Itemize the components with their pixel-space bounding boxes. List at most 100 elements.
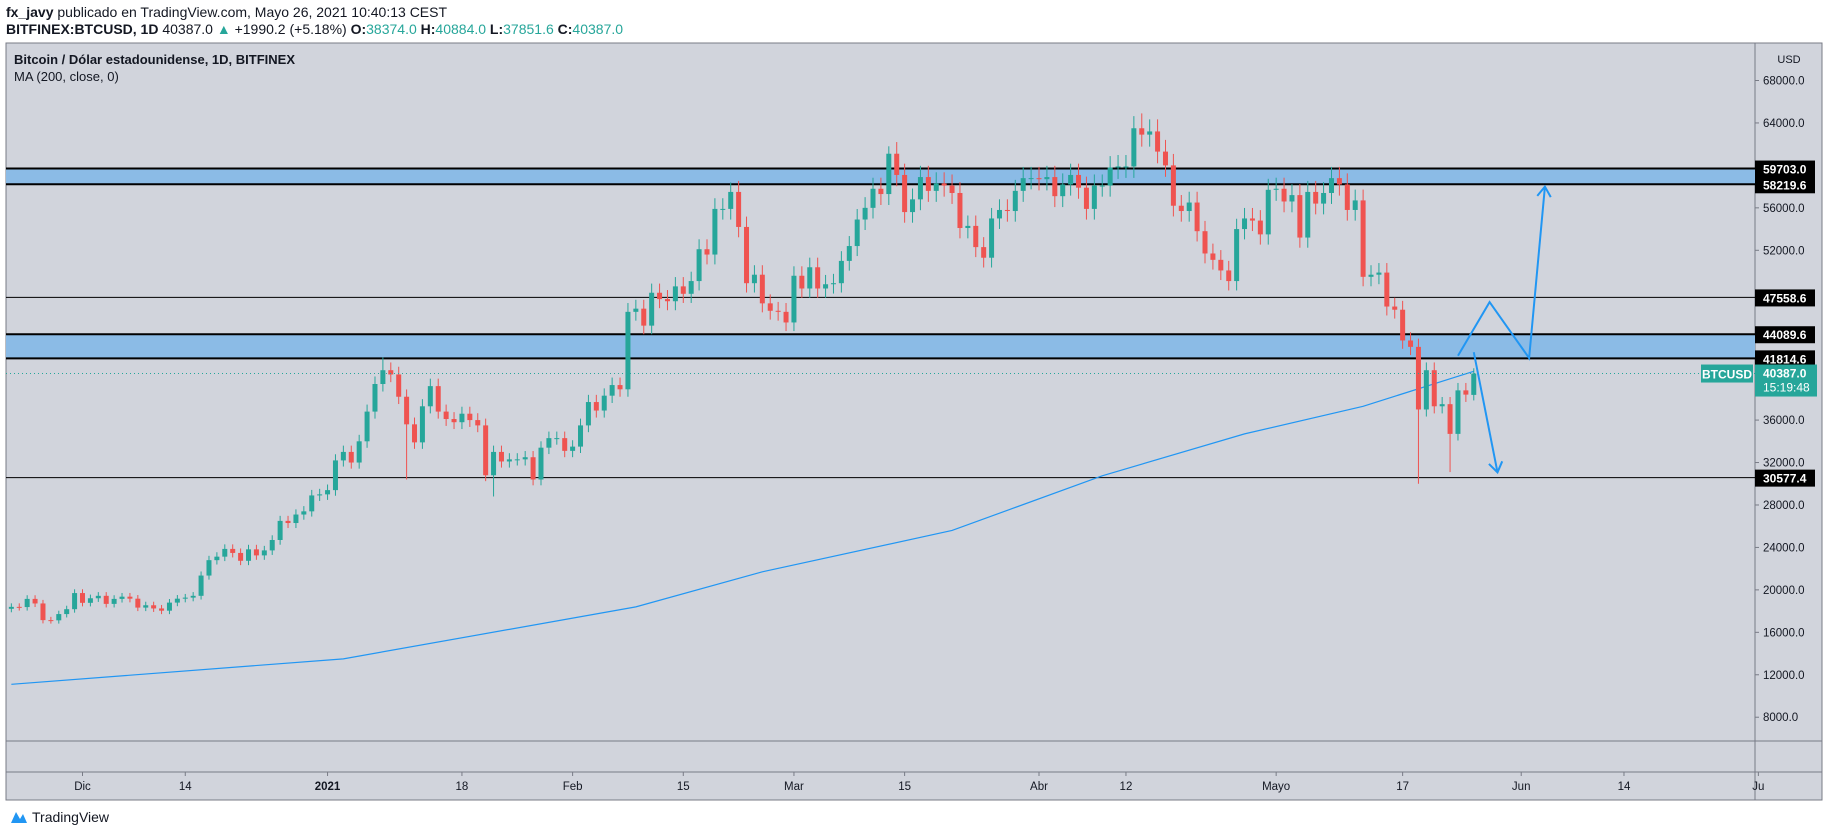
candle-body bbox=[1115, 166, 1121, 168]
candle bbox=[412, 417, 418, 449]
candle bbox=[443, 404, 449, 426]
y-tick-label: 56000.0 bbox=[1763, 203, 1805, 215]
candle-body bbox=[174, 598, 180, 603]
candle-body bbox=[704, 249, 710, 255]
y-tick-label: 64000.0 bbox=[1763, 118, 1805, 130]
candle bbox=[127, 592, 133, 603]
candle bbox=[261, 545, 267, 560]
candle bbox=[1020, 166, 1026, 202]
candle bbox=[8, 603, 14, 613]
candle-body bbox=[1463, 390, 1469, 395]
candle-body bbox=[1162, 151, 1168, 166]
candle bbox=[1360, 189, 1366, 287]
candle-body bbox=[570, 446, 576, 451]
zone-top-label: 59703.0 bbox=[1763, 163, 1807, 177]
candle-body bbox=[981, 247, 987, 258]
candle bbox=[1028, 166, 1034, 190]
candle bbox=[459, 406, 465, 430]
candle-body bbox=[396, 374, 402, 397]
x-tick-label: 2021 bbox=[315, 781, 341, 793]
candle bbox=[823, 274, 829, 298]
candle-body bbox=[198, 575, 204, 596]
candle-body bbox=[1020, 178, 1026, 191]
candle bbox=[340, 445, 346, 467]
candle-body bbox=[917, 177, 923, 200]
candle bbox=[467, 406, 473, 427]
last-price: 40387.0 bbox=[162, 21, 213, 37]
candle bbox=[625, 303, 631, 397]
candle-body bbox=[238, 552, 244, 561]
candle bbox=[641, 299, 647, 335]
candle-body bbox=[467, 413, 473, 421]
candle bbox=[238, 548, 244, 566]
arrowhead-icon bbox=[1536, 184, 1552, 198]
candle bbox=[1447, 397, 1453, 473]
current-price-box bbox=[1755, 364, 1817, 397]
candle-body bbox=[1155, 131, 1161, 152]
candle-body bbox=[293, 514, 299, 524]
candle-body bbox=[1083, 187, 1089, 209]
candle bbox=[1265, 178, 1271, 245]
candle bbox=[838, 251, 844, 293]
candle bbox=[1194, 191, 1200, 242]
indicator-legend[interactable]: MA (200, close, 0) bbox=[14, 69, 119, 84]
candle-body bbox=[585, 402, 591, 426]
candle bbox=[791, 266, 797, 332]
author: fx_javy bbox=[6, 4, 54, 20]
candle-body bbox=[151, 605, 157, 609]
candle bbox=[1392, 297, 1398, 319]
candle bbox=[1281, 177, 1287, 213]
close-value: 40387.0 bbox=[572, 21, 624, 37]
candle bbox=[356, 434, 362, 469]
candle-body bbox=[712, 208, 718, 255]
open-label: O: bbox=[350, 21, 367, 37]
candle-body bbox=[1068, 174, 1074, 185]
candle-body bbox=[1368, 274, 1374, 277]
candle bbox=[704, 239, 710, 265]
candle-body bbox=[1265, 189, 1271, 235]
candle-body bbox=[40, 603, 46, 621]
candle-body bbox=[317, 494, 323, 496]
candle-body bbox=[657, 292, 663, 300]
candle-body bbox=[1242, 218, 1248, 230]
candle-body bbox=[1447, 404, 1453, 434]
current-price-label: 40387.0 bbox=[1763, 367, 1807, 381]
candle-body bbox=[127, 596, 133, 599]
candle-body bbox=[957, 192, 963, 229]
candle-body bbox=[846, 246, 852, 261]
candle-body bbox=[1321, 192, 1327, 204]
candle-body bbox=[1139, 128, 1145, 135]
level-label: 30577.4 bbox=[1763, 472, 1807, 486]
candle bbox=[1234, 218, 1240, 291]
candle-body bbox=[807, 267, 813, 289]
candle-body bbox=[1431, 370, 1437, 407]
candle bbox=[585, 394, 591, 433]
candle-body bbox=[625, 311, 631, 390]
chart-background bbox=[5, 42, 1823, 801]
candle-body bbox=[16, 606, 22, 608]
candle bbox=[419, 399, 425, 449]
candle bbox=[910, 188, 916, 223]
candle bbox=[957, 182, 963, 239]
level-label: 47558.6 bbox=[1763, 291, 1807, 305]
y-tick-label: 16000.0 bbox=[1763, 627, 1805, 639]
candle-body bbox=[1328, 178, 1334, 193]
candle bbox=[633, 299, 639, 321]
candle-body bbox=[886, 153, 892, 195]
candle bbox=[1257, 210, 1263, 245]
candle bbox=[1249, 207, 1255, 232]
level-label-box bbox=[1755, 469, 1815, 487]
candle-body bbox=[309, 495, 315, 512]
candle bbox=[1368, 265, 1374, 287]
candle bbox=[198, 571, 204, 600]
candle-body bbox=[672, 286, 678, 302]
candle-body bbox=[80, 593, 85, 603]
candle-body bbox=[759, 274, 765, 304]
candle-body bbox=[1226, 270, 1232, 282]
candle bbox=[1415, 338, 1421, 484]
candle-body bbox=[854, 219, 860, 247]
candle-body bbox=[578, 425, 584, 447]
candle bbox=[593, 394, 599, 418]
candle-body bbox=[87, 598, 93, 603]
